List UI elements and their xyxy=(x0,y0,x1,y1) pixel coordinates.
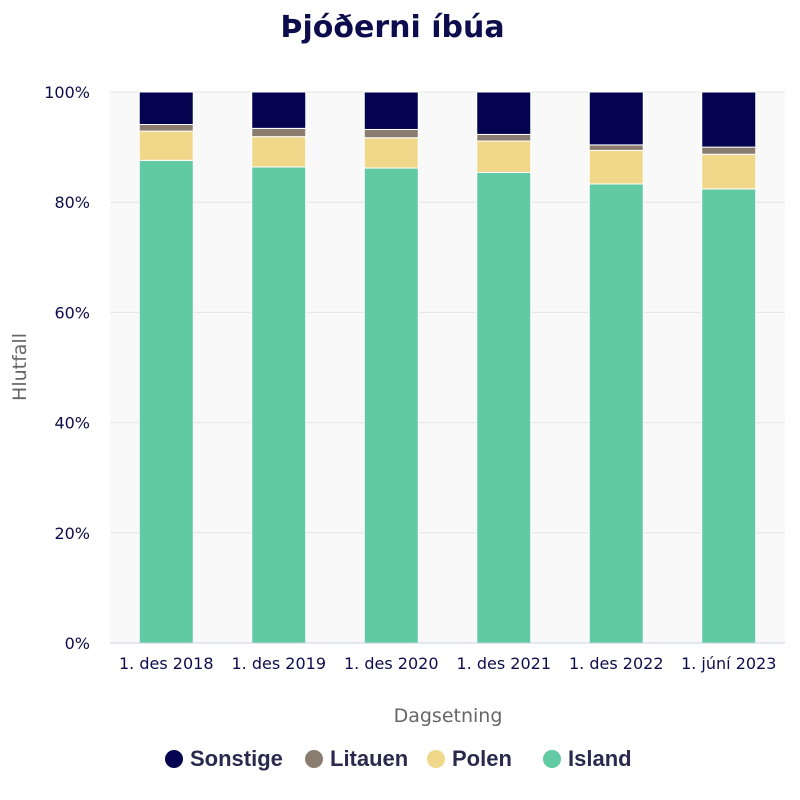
bar-polen-2[interactable] xyxy=(363,137,419,169)
plot-background xyxy=(110,92,785,643)
bar-litauen-4[interactable] xyxy=(588,144,644,151)
bar-island-5[interactable] xyxy=(701,188,757,644)
x-tick-label: 1. des 2019 xyxy=(232,654,327,673)
bar-polen-5[interactable] xyxy=(701,153,757,190)
legend-item-polen[interactable]: Polen xyxy=(427,746,512,772)
x-tick-label: 1. des 2018 xyxy=(119,654,214,673)
legend-dot-icon xyxy=(427,750,445,768)
bar-litauen-2[interactable] xyxy=(363,128,419,139)
chart-plot: 0% 20% 40% 60% 80% 100% 1. des 2018 1. des 201… xyxy=(9,83,785,727)
legend-dot-icon xyxy=(165,750,183,768)
legend-label: Island xyxy=(568,746,632,771)
y-tick-label: 20% xyxy=(54,524,90,543)
bar-island-2[interactable] xyxy=(363,167,419,644)
bar-sonstige-5[interactable] xyxy=(701,91,757,148)
legend-label: Sonstige xyxy=(190,746,283,771)
bar-island-0[interactable] xyxy=(138,159,194,644)
legend-dot-icon xyxy=(305,750,323,768)
x-tick-label: 1. des 2021 xyxy=(457,654,552,673)
legend-item-island[interactable]: Island xyxy=(543,746,632,772)
bar-litauen-1[interactable] xyxy=(251,127,307,138)
legend-item-sonstige[interactable]: Sonstige xyxy=(165,746,283,772)
y-tick-label: 60% xyxy=(54,303,90,322)
y-tick-label: 40% xyxy=(54,414,90,433)
legend-item-litauen[interactable]: Litauen xyxy=(305,746,408,772)
bar-polen-4[interactable] xyxy=(588,149,644,185)
bar-litauen-0[interactable] xyxy=(138,124,194,132)
bar-sonstige-3[interactable] xyxy=(476,91,532,135)
x-tick-label: 1. des 2022 xyxy=(569,654,664,673)
chart-title: Þjóðerni íbúa xyxy=(280,10,505,45)
legend-dot-icon xyxy=(543,750,561,768)
bar-island-1[interactable] xyxy=(251,166,307,644)
x-tick-label: 1. júní 2023 xyxy=(681,654,776,673)
y-tick-label: 0% xyxy=(65,634,90,653)
x-tick-label: 1. des 2020 xyxy=(344,654,439,673)
bar-island-3[interactable] xyxy=(476,171,532,644)
bar-polen-1[interactable] xyxy=(251,136,307,168)
bar-sonstige-1[interactable] xyxy=(251,91,307,129)
bar-sonstige-2[interactable] xyxy=(363,91,419,130)
y-tick-label: 80% xyxy=(54,193,90,212)
y-tick-label: 100% xyxy=(44,83,90,102)
bar-litauen-5[interactable] xyxy=(701,146,757,155)
bar-sonstige-4[interactable] xyxy=(588,91,644,146)
x-axis-title: Dagsetning xyxy=(394,705,503,727)
bar-island-4[interactable] xyxy=(588,183,644,644)
bar-sonstige-0[interactable] xyxy=(138,91,194,126)
bar-polen-3[interactable] xyxy=(476,140,532,173)
bar-litauen-3[interactable] xyxy=(476,133,532,142)
y-axis-title: Hlutfall xyxy=(9,333,31,401)
legend-label: Polen xyxy=(452,746,512,771)
bar-polen-0[interactable] xyxy=(138,130,194,161)
legend-label: Litauen xyxy=(330,746,409,771)
legend: Sonstige Litauen Polen Island xyxy=(0,746,800,778)
